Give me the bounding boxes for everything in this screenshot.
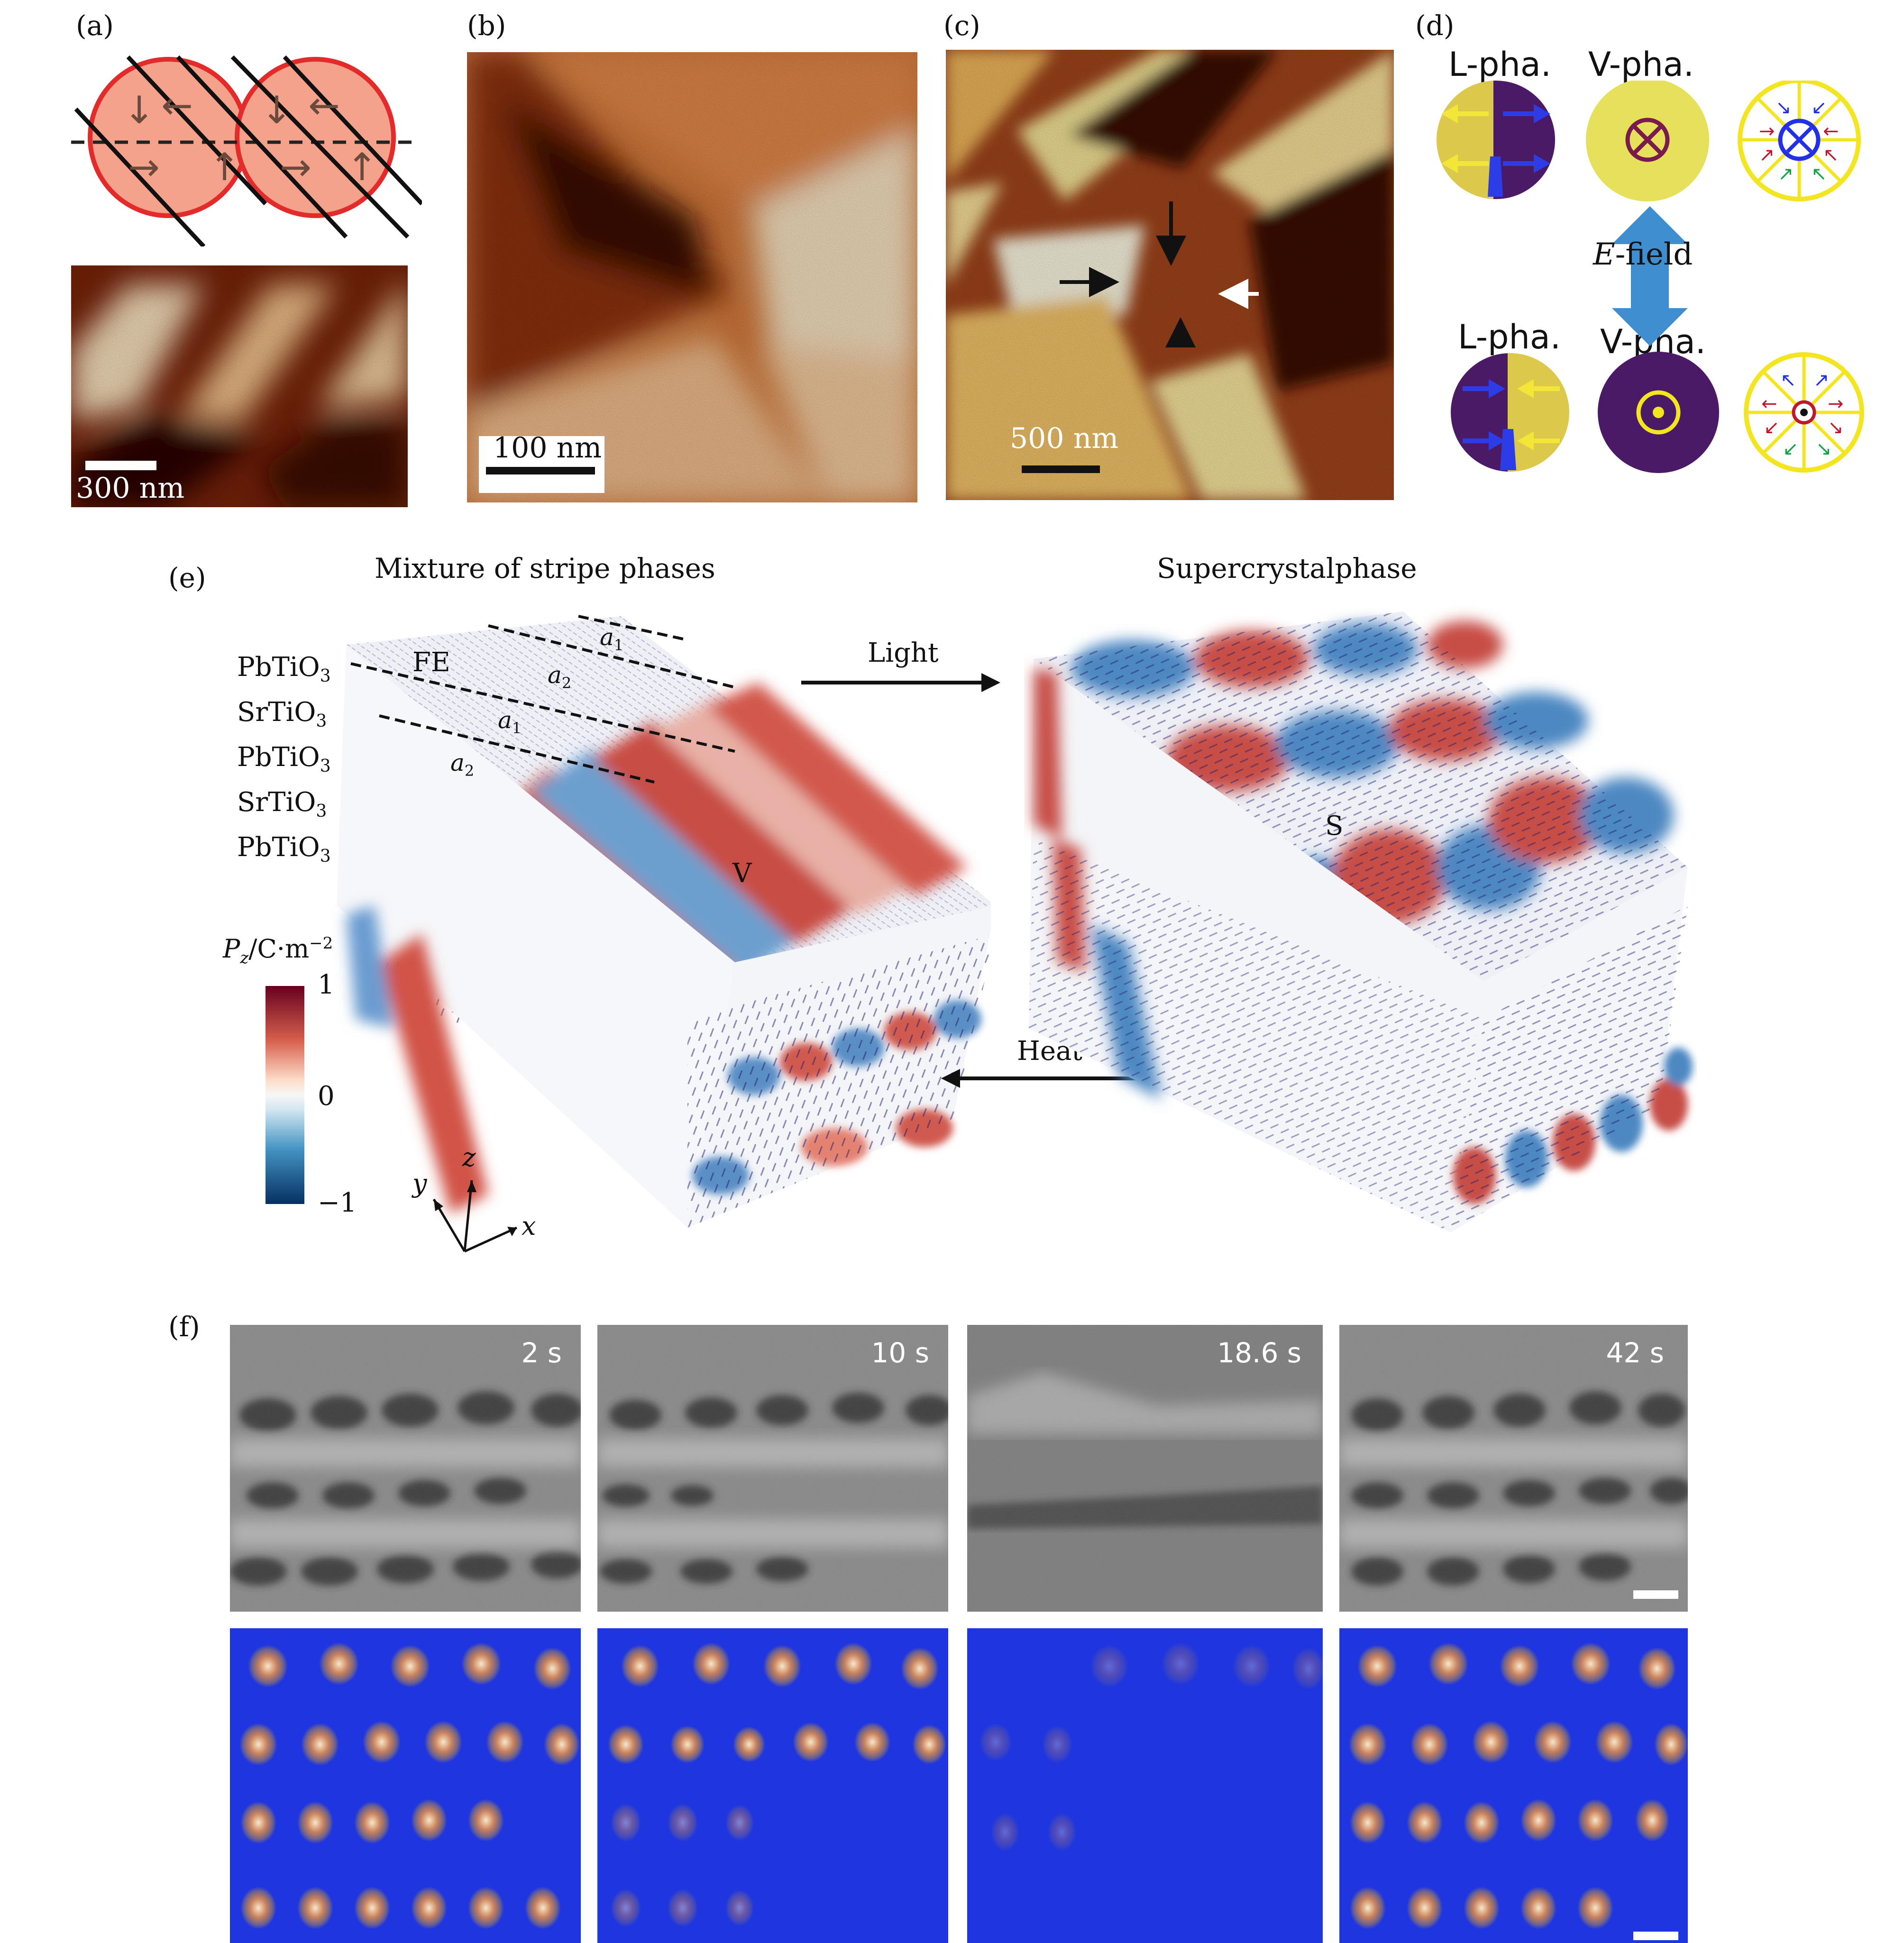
domain-circle-right xyxy=(235,57,396,218)
a1-label-bottom: a1 xyxy=(498,706,522,737)
svg-text:→: → xyxy=(280,145,311,189)
panel-c-scale-label: 500 nm xyxy=(1010,422,1119,455)
e-field-label: E-field xyxy=(1593,237,1693,272)
colorbar-title: Pz/C·m−2 xyxy=(223,934,333,967)
time-label-18-6s: 18.6 s xyxy=(1217,1337,1301,1369)
svg-text:↓: ↓ xyxy=(123,88,155,132)
polarization-map-10s xyxy=(597,1628,948,1943)
panel-d-graphics: ↘ ↙ → ← ↗ ↖ ↗ ↖ ↖ ↗ xyxy=(1437,81,1864,473)
svg-text:↖: ↖ xyxy=(1811,163,1827,185)
colorbar-tick-zero: 0 xyxy=(318,1081,335,1112)
panel-d-label: (d) xyxy=(1415,9,1455,42)
right-structure-title: Supercrystalphase xyxy=(1157,552,1417,584)
svg-text:↘: ↘ xyxy=(1828,417,1844,438)
polarization-map-2s xyxy=(230,1628,581,1943)
svg-text:→: → xyxy=(128,145,160,189)
svg-text:↑: ↑ xyxy=(209,145,240,189)
axis-y-label: y xyxy=(412,1168,427,1198)
stripe-phase-simulation xyxy=(337,615,991,1228)
top-v-phase-disc xyxy=(1586,81,1709,201)
vortex-label: V xyxy=(732,858,752,889)
colorbar-tick-min: −1 xyxy=(318,1187,357,1218)
panel-f-label: (f) xyxy=(168,1311,200,1343)
top-v-phase-label: V-pha. xyxy=(1588,45,1694,84)
stem-image-42s: 42 s xyxy=(1339,1325,1688,1612)
light-arrow xyxy=(801,673,1000,692)
layer-label-5: PbTiO3 xyxy=(237,832,331,867)
layer-label-1: PbTiO3 xyxy=(237,652,331,686)
top-l-phase-label: L-pha. xyxy=(1448,45,1551,84)
svg-text:↖: ↖ xyxy=(1823,144,1839,166)
svg-text:↗: ↗ xyxy=(1778,163,1794,185)
svg-text:↗: ↗ xyxy=(1759,144,1775,166)
stem-image-10s: 10 s xyxy=(597,1325,948,1612)
bottom-l-phase-label: L-pha. xyxy=(1458,318,1561,356)
a2-label-bottom: a2 xyxy=(450,749,475,780)
polarization-map-42s xyxy=(1339,1628,1688,1943)
axis-z-label: z xyxy=(462,1142,476,1172)
panel-a-afm-image: 300 nm xyxy=(71,265,408,507)
panel-c-afm-image: 500 nm xyxy=(946,50,1394,500)
svg-text:↙: ↙ xyxy=(1783,438,1799,460)
svg-text:↘: ↘ xyxy=(1776,97,1792,119)
svg-text:↗: ↗ xyxy=(1813,369,1830,391)
supercrystal-label: S xyxy=(1325,811,1344,841)
top-polarization-wheel: ↘ ↙ → ← ↗ ↖ ↗ ↖ xyxy=(1738,81,1861,201)
a2-label-top: a2 xyxy=(548,661,572,692)
svg-text:↙: ↙ xyxy=(1764,417,1780,438)
top-l-phase-disc xyxy=(1437,81,1555,199)
time-label-42s: 42 s xyxy=(1606,1337,1664,1369)
bottom-v-phase-disc xyxy=(1598,352,1719,473)
supercrystal-simulation xyxy=(1029,611,1693,1232)
panel-b-scalebar-box xyxy=(479,436,604,493)
panel-b-scalebar xyxy=(486,467,595,474)
time-label-10s: 10 s xyxy=(871,1337,929,1369)
svg-text:←: ← xyxy=(1761,393,1777,415)
panel-b-scale-label: 100 nm xyxy=(493,431,602,465)
panel-a-scale-label: 300 nm xyxy=(76,472,185,505)
svg-text:↘: ↘ xyxy=(1816,438,1832,460)
panel-e-label: (e) xyxy=(168,562,206,594)
svg-text:→: → xyxy=(1828,393,1844,415)
svg-text:↓: ↓ xyxy=(261,88,293,132)
layer-label-2: SrTiO3 xyxy=(237,697,327,731)
colorbar xyxy=(265,986,304,1204)
panel-a-scalebar xyxy=(85,461,156,470)
svg-text:←: ← xyxy=(1823,120,1839,142)
light-label: Light xyxy=(868,638,939,668)
axis-x-label: x xyxy=(522,1211,536,1241)
svg-text:←: ← xyxy=(308,83,340,128)
domain-circle-left xyxy=(88,57,249,218)
layer-label-4: SrTiO3 xyxy=(237,787,327,821)
svg-text:↑: ↑ xyxy=(346,145,378,189)
svg-text:↖: ↖ xyxy=(1780,369,1796,391)
polarization-map-18-6s xyxy=(967,1628,1323,1943)
stem-image-2s: 2 s xyxy=(230,1325,581,1612)
panel-a-schematic: ↓ ← → ↑ ↓ ← → ↑ xyxy=(71,55,422,246)
svg-text:↙: ↙ xyxy=(1811,97,1827,119)
heat-arrow xyxy=(941,1069,1140,1088)
e-field-double-arrow xyxy=(1612,206,1688,346)
stem-image-18-6s: 18.6 s xyxy=(967,1325,1323,1612)
bottom-polarization-wheel: ↖ ↗ ← → ↙ ↘ ↙ ↘ xyxy=(1744,352,1864,473)
time-label-2s: 2 s xyxy=(521,1337,562,1369)
panel-b-label: (b) xyxy=(467,9,506,42)
bottom-l-phase-disc xyxy=(1451,353,1569,472)
svg-text:→: → xyxy=(1759,120,1775,142)
a1-label-top: a1 xyxy=(600,623,624,654)
fe-label: FE xyxy=(412,647,450,678)
left-structure-title: Mixture of stripe phases xyxy=(375,552,715,584)
panel-c-label: (c) xyxy=(943,9,980,42)
svg-text:←: ← xyxy=(161,83,193,128)
colorbar-tick-max: 1 xyxy=(318,969,335,1000)
layer-label-3: PbTiO3 xyxy=(237,742,331,776)
panel-a-label: (a) xyxy=(76,9,114,42)
panel-b-afm-image: 100 nm xyxy=(467,52,917,502)
axes-triad xyxy=(432,1180,518,1253)
